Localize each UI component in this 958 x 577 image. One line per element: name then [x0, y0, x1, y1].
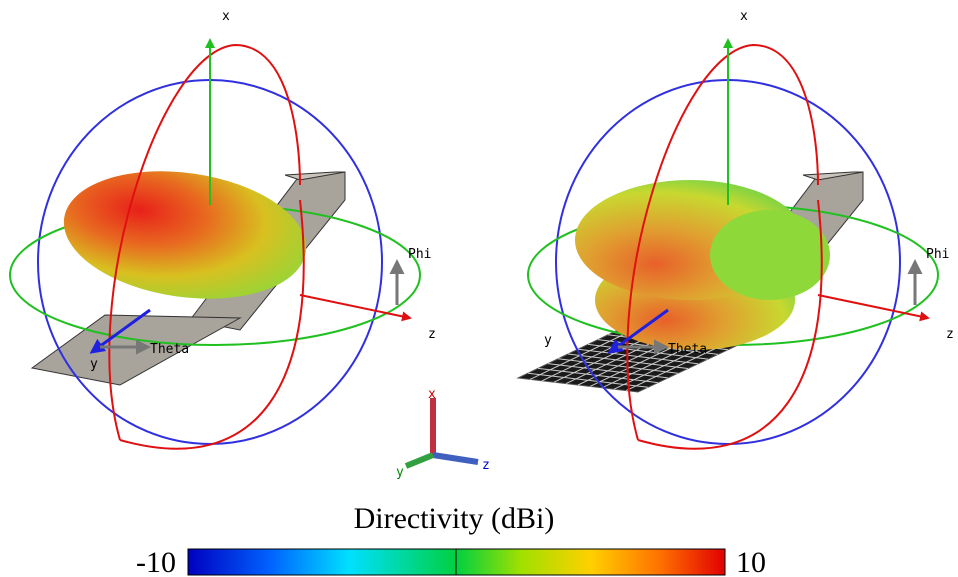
- red-ring: [108, 43, 305, 450]
- plate-grid: [577, 348, 699, 365]
- pattern-plot: x z y Theta Phi: [516, 9, 954, 450]
- triad-y: [404, 452, 435, 469]
- triad-z-label: z: [482, 458, 490, 473]
- z-axis: [299, 294, 412, 322]
- y-axis: [607, 308, 669, 354]
- axis-triad: x z y: [396, 387, 490, 480]
- red-ring: [626, 43, 823, 450]
- y-axis-label: y: [90, 357, 98, 372]
- y-axis-label: y: [544, 333, 552, 348]
- plots: x z y Theta Phi x z y Theta Phi: [9, 9, 954, 450]
- phi-label: Phi: [926, 247, 949, 262]
- z-axis-label: z: [946, 327, 954, 342]
- colorbar-max: 10: [736, 546, 766, 577]
- colorbar-min: -10: [136, 546, 176, 577]
- plate-grid: [625, 343, 727, 392]
- pattern-plot: x z y Theta Phi: [9, 9, 436, 450]
- pattern-lobe: [63, 171, 307, 299]
- y-axis: [89, 308, 151, 354]
- x-axis-label: x: [740, 9, 748, 24]
- pattern-lobe: [710, 210, 830, 300]
- phi-label: Phi: [408, 247, 431, 262]
- triad-z: [432, 452, 479, 465]
- z-axis-label: z: [428, 327, 436, 342]
- z-axis: [817, 294, 930, 322]
- triad-y-label: y: [396, 465, 404, 480]
- theta-label: Theta: [150, 342, 189, 357]
- colorbar-title: Directivity (dBi): [354, 502, 555, 535]
- theta-label: Theta: [668, 342, 707, 357]
- triad-x-label: x: [428, 387, 436, 402]
- plate: [30, 314, 242, 386]
- x-axis-label: x: [222, 9, 230, 24]
